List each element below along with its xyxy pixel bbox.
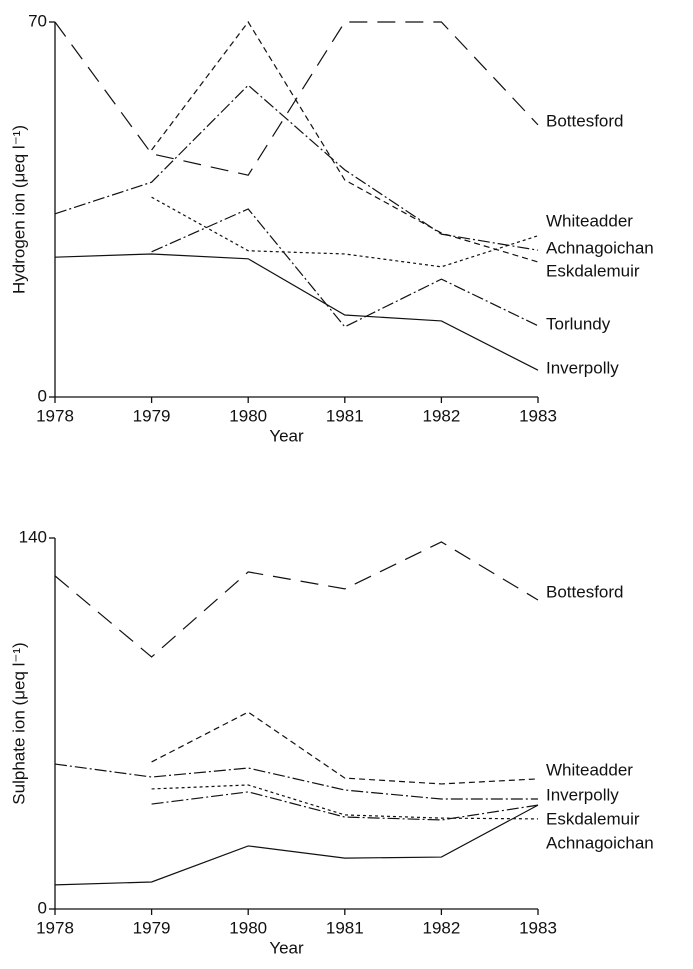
x-tick-label: 1983 [519, 918, 557, 937]
series-line [54, 541, 539, 658]
x-tick-label: 1981 [326, 918, 364, 937]
series-line [54, 253, 539, 371]
series-label: Eskdalemuir [546, 809, 640, 828]
series-label: Eskdalemuir [546, 261, 640, 280]
y-tick-label: 70 [28, 11, 47, 30]
y-axis-label: Hydrogen ion (μeq l⁻¹) [9, 125, 28, 294]
x-tick-label: 1980 [229, 918, 267, 937]
x-axis-label: Year [269, 938, 304, 957]
series-label: Whiteadder [546, 211, 633, 230]
series-label: Inverpolly [546, 785, 619, 804]
series-label: Bottesford [546, 582, 624, 601]
y-tick-label: 0 [38, 386, 47, 405]
series-line [151, 20, 539, 263]
series-label: Torlundy [546, 314, 611, 333]
series-label: Inverpolly [546, 358, 619, 377]
x-tick-label: 1979 [133, 406, 171, 425]
series-line [54, 763, 538, 800]
series-line [151, 711, 539, 785]
series-line [151, 791, 539, 821]
y-axis-label: Sulphate ion (μeq l⁻¹) [9, 642, 28, 804]
series-line [54, 804, 539, 886]
series-label: Bottesford [546, 111, 624, 130]
series-label: Achnagoichan [546, 833, 654, 852]
series-label: Achnagoichan [546, 238, 654, 257]
x-tick-label: 1983 [519, 406, 557, 425]
y-tick-label: 0 [38, 898, 47, 917]
x-tick-label: 1982 [422, 918, 460, 937]
x-tick-label: 1978 [36, 918, 74, 937]
x-tick-label: 1980 [229, 406, 267, 425]
x-tick-label: 1978 [36, 406, 74, 425]
series-line [151, 196, 539, 268]
x-tick-label: 1981 [326, 406, 364, 425]
x-tick-label: 1979 [133, 918, 171, 937]
x-axis-label: Year [269, 426, 304, 445]
series-line [151, 208, 539, 328]
y-tick-label: 140 [19, 527, 47, 546]
series-label: Whiteadder [546, 760, 633, 779]
series-line [54, 21, 539, 176]
series-line [54, 84, 539, 251]
series-line [151, 784, 539, 820]
x-tick-label: 1982 [422, 406, 460, 425]
